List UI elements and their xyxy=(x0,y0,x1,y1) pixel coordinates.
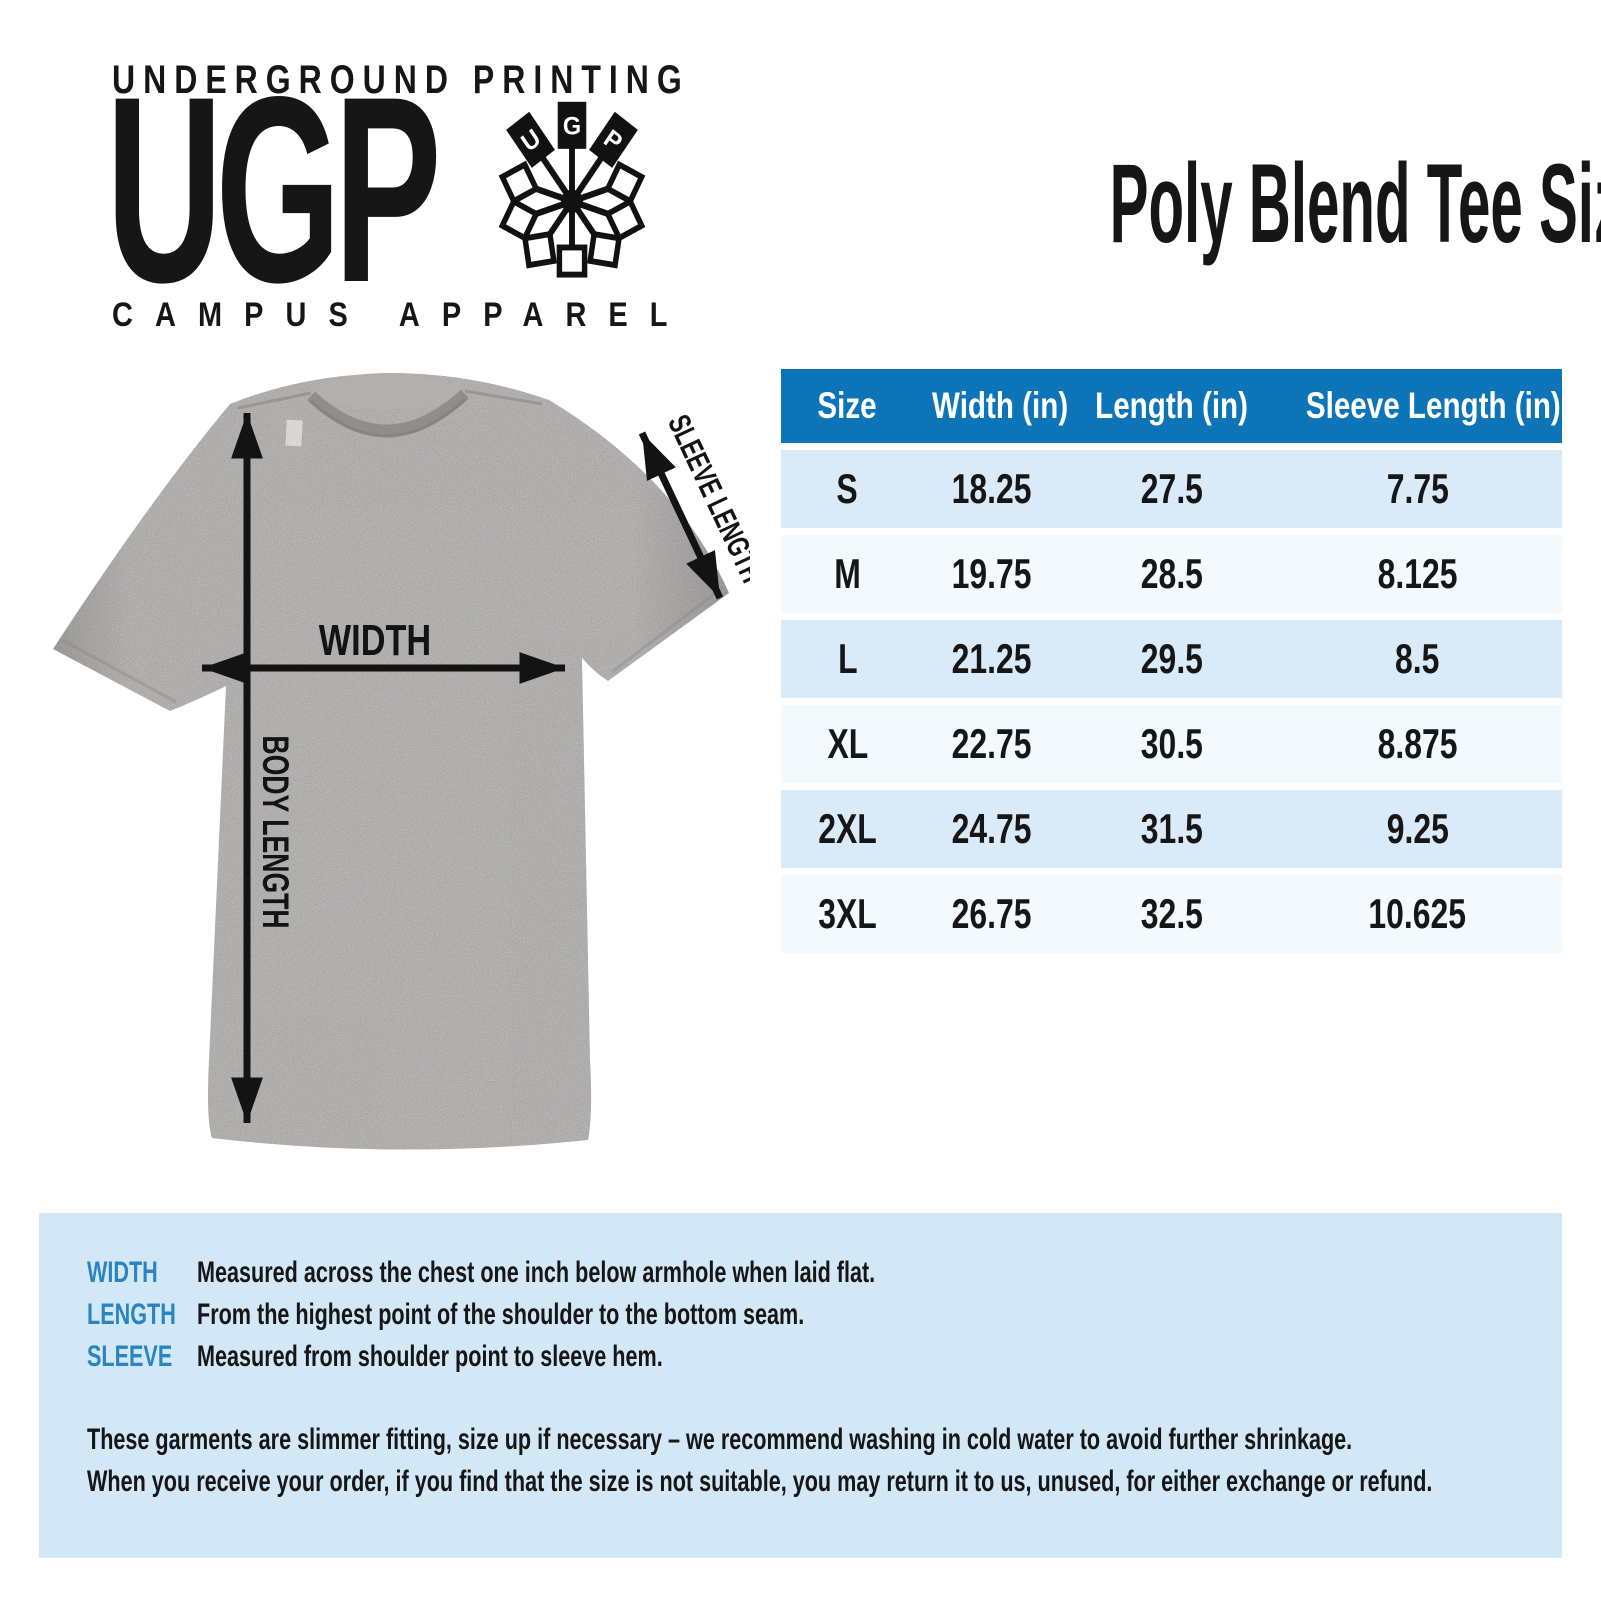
table-cell: 3XL xyxy=(781,875,914,953)
table-cell: 19.75 xyxy=(913,535,1070,613)
definition-term: SLEEVE xyxy=(87,1340,173,1373)
table-cell: 21.25 xyxy=(913,620,1070,698)
definition-term: WIDTH xyxy=(87,1256,158,1289)
disclaimer-line: These garments are slimmer fitting, size… xyxy=(87,1423,1353,1456)
tee-measurement-diagram: WIDTH BODY LENGTH SLEEVE LENGTH xyxy=(53,373,750,1150)
table-cell: 27.5 xyxy=(1069,450,1273,528)
table-cell: 8.125 xyxy=(1273,535,1562,613)
logo-acronym: UGP xyxy=(106,42,442,338)
definition-text: Measured from shoulder point to sleeve h… xyxy=(197,1340,663,1373)
table-cell: 31.5 xyxy=(1069,790,1273,868)
logo-top-line: UNDERGROUND PRINTING xyxy=(112,58,690,102)
definition-text: From the highest point of the shoulder t… xyxy=(197,1298,805,1331)
width-arrow-label: WIDTH xyxy=(319,616,431,665)
table-row-s: S 18.25 27.5 7.75 xyxy=(781,450,1562,528)
page-title: Poly Blend Tee Size Chart xyxy=(1109,141,1601,266)
definition-row-width: WIDTH Measured across the chest one inch… xyxy=(87,1257,1532,1289)
table-cell: 32.5 xyxy=(1069,875,1273,953)
pinwheel-letter-g: G xyxy=(563,113,581,141)
disclaimer-line: When you receive your order, if you find… xyxy=(87,1465,1433,1498)
table-cell: M xyxy=(781,535,914,613)
table-cell: 29.5 xyxy=(1069,620,1273,698)
disclaimer: These garments are slimmer fitting, size… xyxy=(87,1419,1532,1503)
definition-row-length: LENGTH From the highest point of the sho… xyxy=(87,1299,1532,1331)
pinwheel-squares xyxy=(498,160,646,278)
table-cell: 30.5 xyxy=(1069,705,1273,783)
col-header-sleeve-length: Sleeve Length (in) xyxy=(1273,369,1562,443)
table-cell: L xyxy=(781,620,914,698)
logo-bottom-line: CAMPUS APPAREL xyxy=(112,296,690,334)
table-cell: 8.875 xyxy=(1273,705,1562,783)
table-cell: XL xyxy=(781,705,914,783)
table-cell: S xyxy=(781,450,914,528)
table-row-xl: XL 22.75 30.5 8.875 xyxy=(781,705,1562,783)
table-cell: 7.75 xyxy=(1273,450,1562,528)
table-cell: 9.25 xyxy=(1273,790,1562,868)
definition-text: Measured across the chest one inch below… xyxy=(197,1256,876,1289)
collar-band xyxy=(306,389,470,437)
logo-pinwheel-icon: U G P xyxy=(498,101,646,278)
pinwheel-hub xyxy=(561,189,583,214)
table-cell: 18.25 xyxy=(913,450,1070,528)
definition-row-sleeve: SLEEVE Measured from shoulder point to s… xyxy=(87,1341,1532,1373)
table-cell: 26.75 xyxy=(913,875,1070,953)
size-table: Size Width (in) Length (in) Sleeve Lengt… xyxy=(781,362,1562,960)
table-cell: 24.75 xyxy=(913,790,1070,868)
table-row-2xl: 2XL 24.75 31.5 9.25 xyxy=(781,790,1562,868)
measurement-arrows xyxy=(202,413,724,1123)
tee-graphic xyxy=(53,373,729,1150)
collar-inside xyxy=(309,375,465,409)
size-table-container: Size Width (in) Length (in) Sleeve Lengt… xyxy=(781,362,1562,960)
pinwheel-letter-tiles: U G P xyxy=(506,101,638,168)
table-cell: 2XL xyxy=(781,790,914,868)
table-cell: 8.5 xyxy=(1273,620,1562,698)
table-row-3xl: 3XL 26.75 32.5 10.625 xyxy=(781,875,1562,953)
care-tag xyxy=(285,419,303,447)
table-cell: 22.75 xyxy=(913,705,1070,783)
measurement-notes-panel: WIDTH Measured across the chest one inch… xyxy=(39,1213,1562,1558)
definition-term: LENGTH xyxy=(87,1298,176,1331)
table-cell: 10.625 xyxy=(1273,875,1562,953)
table-row-m: M 19.75 28.5 8.125 xyxy=(781,535,1562,613)
col-header-length: Length (in) xyxy=(1069,369,1273,443)
body-length-arrow-label: BODY LENGTH xyxy=(255,735,296,928)
table-cell: 28.5 xyxy=(1069,535,1273,613)
table-row-l: L 21.25 29.5 8.5 xyxy=(781,620,1562,698)
size-table-header-row: Size Width (in) Length (in) Sleeve Lengt… xyxy=(781,369,1562,443)
sleeve-length-arrow xyxy=(638,431,724,600)
col-header-size: Size xyxy=(781,369,914,443)
col-header-width: Width (in) xyxy=(913,369,1070,443)
